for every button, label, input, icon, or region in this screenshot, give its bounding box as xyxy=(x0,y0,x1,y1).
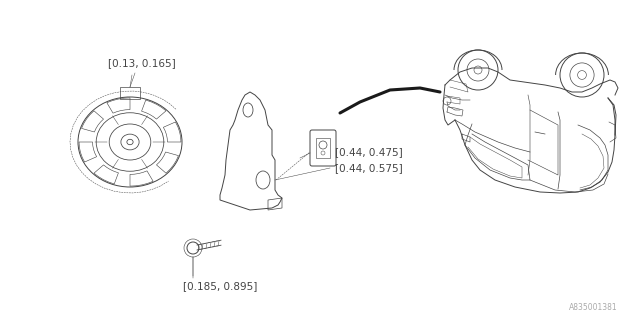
Text: [0.185, 0.895]: [0.185, 0.895] xyxy=(183,281,257,291)
Text: [0.44, 0.475]: [0.44, 0.475] xyxy=(335,147,403,157)
Text: A835001381: A835001381 xyxy=(570,303,618,312)
Bar xyxy=(316,138,330,158)
Text: [0.13, 0.165]: [0.13, 0.165] xyxy=(108,58,176,68)
Text: [0.44, 0.575]: [0.44, 0.575] xyxy=(335,163,403,173)
